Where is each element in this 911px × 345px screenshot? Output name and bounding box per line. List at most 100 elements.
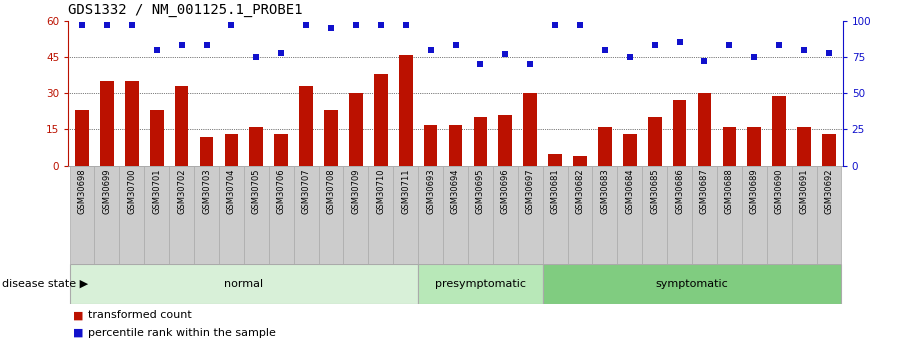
Point — [424, 47, 438, 52]
Point — [200, 42, 214, 48]
Text: ■: ■ — [73, 328, 84, 337]
Bar — [448, 125, 463, 166]
Bar — [623, 134, 637, 166]
Text: ■: ■ — [73, 310, 84, 320]
FancyBboxPatch shape — [394, 166, 418, 264]
Text: normal: normal — [224, 279, 263, 289]
Bar — [76, 110, 89, 166]
Text: GDS1332 / NM_001125.1_PROBE1: GDS1332 / NM_001125.1_PROBE1 — [68, 3, 302, 17]
Text: GSM30703: GSM30703 — [202, 169, 211, 214]
Point — [622, 54, 637, 60]
Point — [523, 61, 537, 67]
Text: GSM30693: GSM30693 — [426, 169, 435, 214]
Bar — [797, 127, 811, 166]
Point — [274, 50, 289, 55]
Point — [822, 50, 836, 55]
FancyBboxPatch shape — [816, 166, 842, 264]
Text: percentile rank within the sample: percentile rank within the sample — [88, 328, 276, 337]
Bar — [175, 86, 189, 166]
FancyBboxPatch shape — [767, 166, 792, 264]
Point — [672, 40, 687, 45]
FancyBboxPatch shape — [418, 264, 543, 304]
FancyBboxPatch shape — [144, 166, 169, 264]
FancyBboxPatch shape — [293, 166, 319, 264]
Bar — [324, 110, 338, 166]
Text: GSM30681: GSM30681 — [550, 169, 559, 214]
Text: GSM30683: GSM30683 — [600, 169, 609, 214]
Point — [374, 22, 388, 28]
Point — [722, 42, 737, 48]
Bar — [225, 134, 239, 166]
FancyBboxPatch shape — [717, 166, 742, 264]
Text: GSM30696: GSM30696 — [501, 169, 510, 214]
Bar — [100, 81, 114, 166]
Bar — [150, 110, 164, 166]
Text: GSM30686: GSM30686 — [675, 169, 684, 214]
Point — [249, 54, 263, 60]
Point — [548, 22, 562, 28]
Bar — [349, 93, 363, 166]
Text: GSM30706: GSM30706 — [277, 169, 286, 214]
Bar — [747, 127, 761, 166]
Bar — [573, 156, 587, 166]
Text: GSM30702: GSM30702 — [177, 169, 186, 214]
FancyBboxPatch shape — [244, 166, 269, 264]
FancyBboxPatch shape — [194, 166, 219, 264]
Text: GSM30707: GSM30707 — [302, 169, 311, 214]
Bar — [200, 137, 213, 166]
FancyBboxPatch shape — [418, 166, 443, 264]
Point — [747, 54, 762, 60]
Point — [648, 42, 662, 48]
FancyBboxPatch shape — [493, 166, 517, 264]
Text: GSM30711: GSM30711 — [401, 169, 410, 214]
Text: transformed count: transformed count — [88, 310, 192, 320]
Bar — [299, 86, 313, 166]
Bar — [773, 96, 786, 166]
Point — [174, 42, 189, 48]
Bar — [523, 93, 537, 166]
Point — [224, 22, 239, 28]
Text: presymptomatic: presymptomatic — [435, 279, 526, 289]
Text: GSM30689: GSM30689 — [750, 169, 759, 214]
FancyBboxPatch shape — [568, 166, 592, 264]
Bar — [374, 74, 388, 166]
FancyBboxPatch shape — [618, 166, 642, 264]
Point — [299, 22, 313, 28]
Text: GSM30691: GSM30691 — [800, 169, 809, 214]
Text: GSM30694: GSM30694 — [451, 169, 460, 214]
Text: GSM30692: GSM30692 — [824, 169, 834, 214]
Text: GSM30684: GSM30684 — [625, 169, 634, 214]
FancyBboxPatch shape — [517, 166, 543, 264]
FancyBboxPatch shape — [119, 166, 144, 264]
Text: GSM30685: GSM30685 — [650, 169, 660, 214]
Point — [448, 42, 463, 48]
FancyBboxPatch shape — [219, 166, 244, 264]
FancyBboxPatch shape — [169, 166, 194, 264]
Text: GSM30700: GSM30700 — [128, 169, 137, 214]
Point — [149, 47, 164, 52]
FancyBboxPatch shape — [792, 166, 816, 264]
FancyBboxPatch shape — [69, 166, 95, 264]
Bar — [399, 55, 413, 166]
Bar — [274, 134, 288, 166]
FancyBboxPatch shape — [543, 166, 568, 264]
Point — [125, 22, 139, 28]
Text: symptomatic: symptomatic — [656, 279, 729, 289]
Text: GSM30690: GSM30690 — [774, 169, 783, 214]
Point — [498, 51, 513, 57]
Bar — [548, 154, 562, 166]
Bar — [598, 127, 612, 166]
Point — [772, 42, 786, 48]
Point — [99, 22, 114, 28]
Text: GSM30695: GSM30695 — [476, 169, 485, 214]
FancyBboxPatch shape — [443, 166, 468, 264]
FancyBboxPatch shape — [69, 264, 418, 304]
FancyBboxPatch shape — [543, 264, 842, 304]
FancyBboxPatch shape — [319, 166, 343, 264]
Point — [473, 61, 487, 67]
Point — [797, 47, 812, 52]
Text: GSM30699: GSM30699 — [102, 169, 111, 214]
Bar — [672, 100, 686, 166]
Bar — [125, 81, 138, 166]
Text: GSM30708: GSM30708 — [326, 169, 335, 214]
